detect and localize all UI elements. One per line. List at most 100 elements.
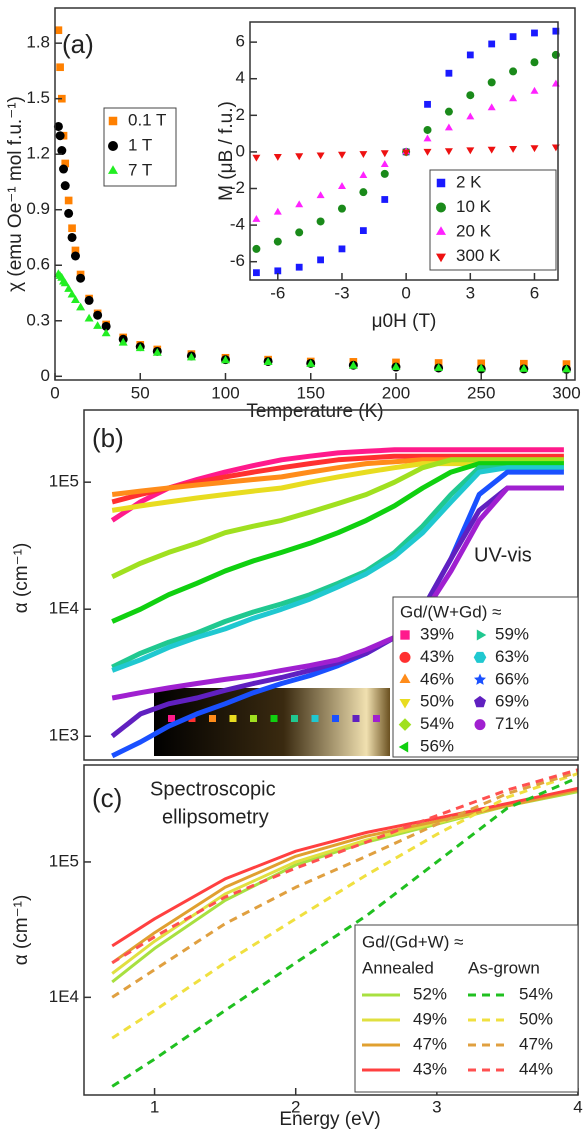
marker xyxy=(59,164,69,174)
x-axis-label: μ0H (T) xyxy=(372,311,437,332)
marker xyxy=(252,244,261,253)
marker xyxy=(76,302,86,311)
marker xyxy=(399,651,411,663)
marker xyxy=(316,191,325,199)
marker xyxy=(252,154,261,162)
marker xyxy=(152,348,162,356)
legend-label: 54% xyxy=(519,984,553,1003)
marker xyxy=(423,134,432,142)
marker xyxy=(253,269,260,277)
marker xyxy=(306,359,316,367)
marker xyxy=(398,741,409,753)
legend-label: 52% xyxy=(413,984,447,1003)
marker xyxy=(434,359,443,367)
y-tick-label: 0 xyxy=(41,366,50,385)
marker xyxy=(381,196,389,203)
marker xyxy=(530,86,539,94)
marker xyxy=(263,357,273,365)
y-tick-label: 4 xyxy=(236,68,245,87)
marker xyxy=(399,673,411,683)
data-line xyxy=(111,768,579,965)
y-axis-label: α (cm⁻¹) xyxy=(11,895,32,966)
data-line xyxy=(111,457,564,580)
marker xyxy=(423,125,432,134)
marker xyxy=(445,69,453,77)
marker xyxy=(317,256,324,264)
plot-frame xyxy=(249,21,559,281)
marker xyxy=(531,29,538,37)
marker xyxy=(274,267,282,275)
x-tick-label: -6 xyxy=(270,283,285,302)
marker xyxy=(67,232,77,242)
marker xyxy=(68,224,76,233)
marker xyxy=(135,343,145,352)
marker xyxy=(53,121,63,131)
marker xyxy=(67,289,77,298)
legend-label: 39% xyxy=(420,624,454,643)
legend-label: 44% xyxy=(519,1059,553,1078)
legend-label: 10 K xyxy=(456,197,492,216)
plot-frame xyxy=(54,7,576,381)
x-tick-label: 3 xyxy=(432,1097,441,1116)
legend-label: 66% xyxy=(495,669,529,688)
marker xyxy=(108,116,118,126)
marker xyxy=(400,630,410,640)
marker xyxy=(71,246,80,255)
marker xyxy=(380,169,389,178)
y-tick-label: 1E4 xyxy=(49,987,79,1006)
marker xyxy=(64,196,73,205)
marker xyxy=(434,363,444,371)
marker xyxy=(466,147,475,155)
marker xyxy=(487,78,496,87)
marker xyxy=(444,148,453,156)
y-tick-label: -2 xyxy=(230,178,245,197)
marker xyxy=(380,150,389,158)
sample-spot xyxy=(352,715,360,722)
marker xyxy=(530,145,539,153)
x-tick-label: 2 xyxy=(291,1097,300,1116)
data-line xyxy=(111,770,579,999)
x-tick-label: 3 xyxy=(466,283,475,302)
y-tick-label: 1E3 xyxy=(49,726,79,745)
legend-column-header: As-grown xyxy=(468,958,540,977)
marker xyxy=(509,67,518,76)
marker xyxy=(402,149,411,157)
marker xyxy=(273,237,282,246)
y-tick-label: -6 xyxy=(230,251,245,270)
marker xyxy=(57,146,67,156)
marker xyxy=(64,208,74,218)
sample-spot xyxy=(373,715,380,722)
sample-spot xyxy=(332,715,339,722)
legend-label: 43% xyxy=(413,1059,447,1078)
marker xyxy=(338,182,346,189)
data-line xyxy=(111,485,564,701)
marker xyxy=(221,355,230,364)
marker xyxy=(56,63,64,72)
x-tick-label: 100 xyxy=(211,383,239,402)
y-tick-label: 6 xyxy=(236,32,245,51)
legend-label: 63% xyxy=(495,647,529,666)
marker xyxy=(423,148,432,156)
y-tick-label: 1E4 xyxy=(49,599,79,618)
marker xyxy=(348,360,358,369)
marker xyxy=(488,40,496,48)
y-tick-label: 1E5 xyxy=(49,851,79,870)
marker xyxy=(552,27,560,35)
marker xyxy=(391,362,401,370)
sample-spot xyxy=(209,715,216,722)
marker xyxy=(398,718,412,731)
marker xyxy=(84,313,94,322)
marker xyxy=(436,226,446,235)
marker xyxy=(380,160,389,167)
x-axis-label: Energy (eV) xyxy=(279,1109,380,1130)
marker xyxy=(444,123,453,131)
legend-label: 49% xyxy=(413,1009,447,1028)
marker xyxy=(295,263,303,271)
x-tick-label: 0 xyxy=(50,383,59,402)
marker xyxy=(436,178,446,188)
marker xyxy=(477,359,486,368)
y-axis-label: M (μB / f.u.) xyxy=(216,101,237,201)
marker xyxy=(466,91,475,100)
y-axis-label: α (cm⁻¹) xyxy=(11,543,32,614)
legend-column-header: Annealed xyxy=(362,958,434,977)
